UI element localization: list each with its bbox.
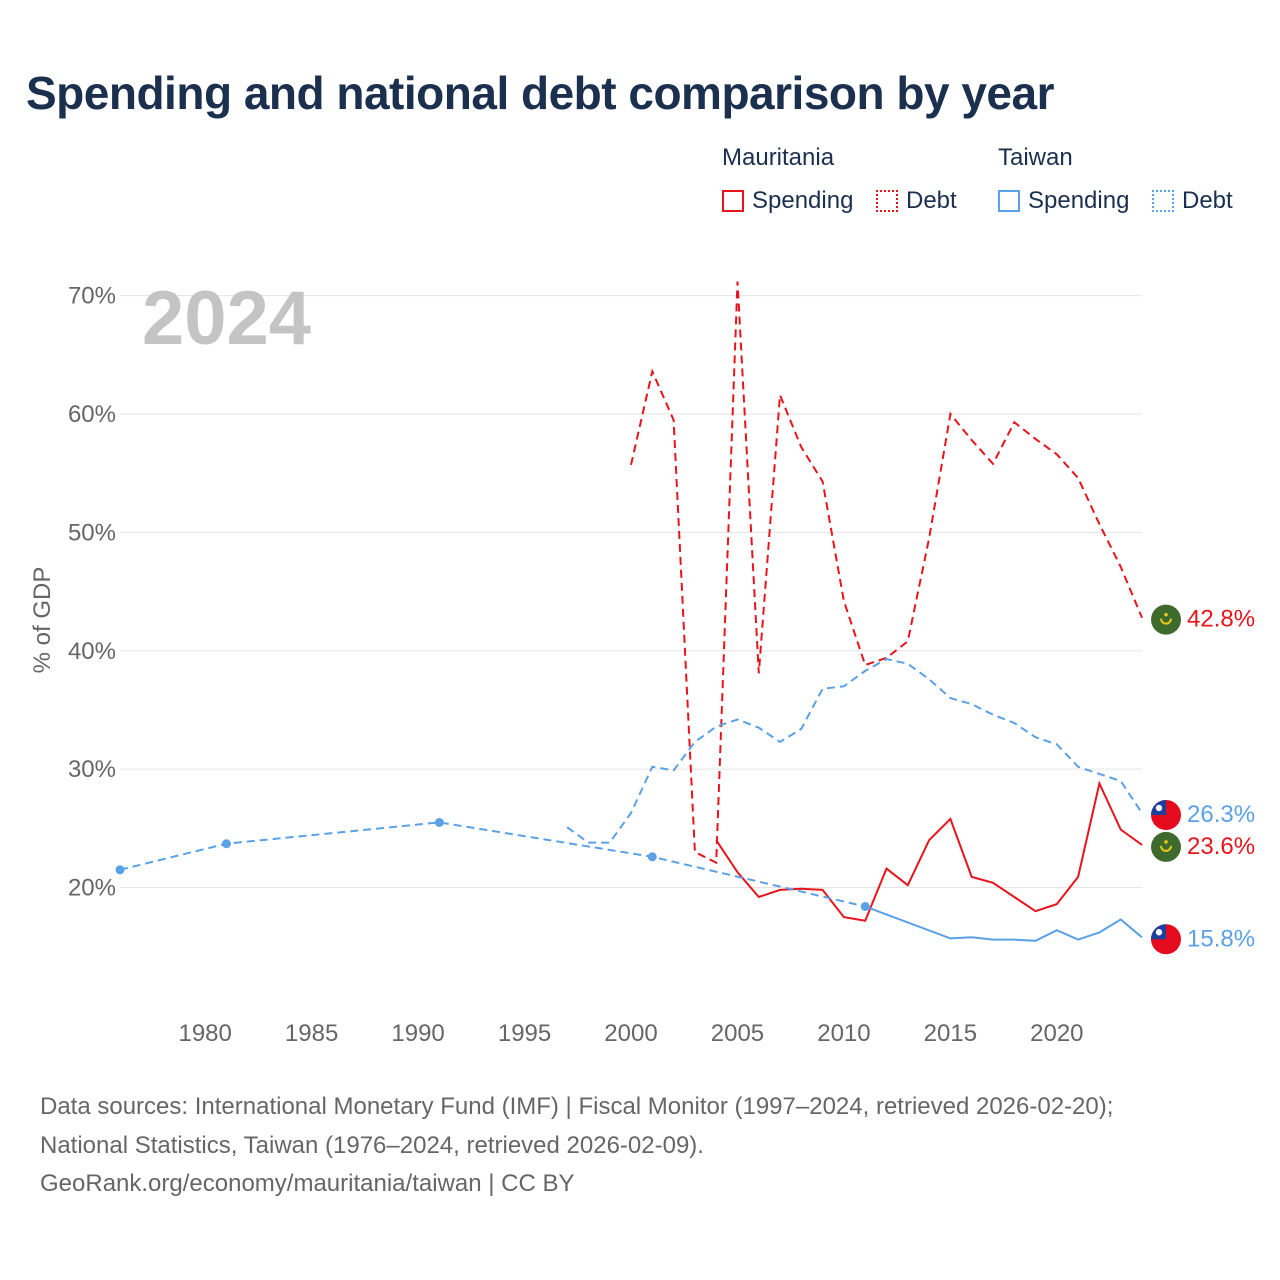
legend-label: Spending	[1028, 187, 1130, 214]
x-tick-label: 1980	[178, 1020, 231, 1047]
x-tick-label: 1995	[498, 1020, 551, 1047]
taiwan-flag-icon	[1151, 799, 1181, 830]
x-tick-label: 1990	[391, 1020, 444, 1047]
legend-label: Debt	[906, 187, 957, 214]
mauritania-debt-end-label: 42.8%	[1187, 606, 1255, 633]
taiwan-spending-point	[115, 865, 125, 875]
taiwan-spending-line	[864, 905, 1143, 942]
taiwan-debt-line	[566, 658, 1143, 844]
y-tick-label: 70%	[68, 283, 116, 310]
y-tick-label: 20%	[68, 875, 116, 902]
mauritania-flag-icon	[1151, 831, 1181, 862]
legend-swatch-solid-icon	[722, 190, 744, 212]
taiwan-spending-point	[860, 901, 870, 911]
taiwan-spending-point	[434, 817, 444, 827]
legend-country-taiwan: Taiwan	[998, 144, 1073, 171]
legend-label: Spending	[752, 187, 854, 214]
chart-title: Spending and national debt comparison by…	[26, 67, 1055, 119]
legend-swatch-solid-icon	[998, 190, 1020, 212]
x-tick-label: 2005	[711, 1020, 764, 1047]
mauritania-spending-line	[715, 780, 1143, 922]
y-tick-label: 60%	[68, 401, 116, 428]
x-tick-label: 2015	[924, 1020, 977, 1047]
x-tick-label: 2000	[604, 1020, 657, 1047]
chart-plot: 20% 30% 40% 50% 60% 70% 1980 1985 1990 1995 2000 20…	[29, 276, 1255, 1047]
year-watermark: 2024	[142, 276, 311, 361]
legend-swatch-dotted-icon	[876, 190, 898, 212]
footer-sources-line-2: National Statistics, Taiwan (1976–2024, …	[40, 1131, 704, 1159]
footer: Data sources: International Monetary Fun…	[40, 1088, 1113, 1204]
taiwan-spending-sparse-line	[119, 821, 866, 908]
mauritania-flag-icon	[1151, 604, 1181, 635]
footer-attribution[interactable]: GeoRank.org/economy/mauritania/taiwan | …	[40, 1170, 575, 1197]
mauritania-debt-line	[630, 281, 1143, 865]
x-tick-label: 1985	[285, 1020, 338, 1047]
x-tick-label: 2010	[817, 1020, 870, 1047]
legend-item-mauritania-spending[interactable]: Spending	[722, 187, 853, 215]
y-tick-label: 50%	[68, 519, 116, 546]
y-tick-label: 30%	[68, 756, 116, 783]
legend-item-mauritania-debt[interactable]: Debt	[876, 187, 957, 215]
legend-item-taiwan-debt[interactable]: Debt	[1152, 187, 1233, 215]
taiwan-spending-point	[647, 852, 657, 862]
taiwan-spending-point	[221, 839, 231, 849]
legend-item-taiwan-spending[interactable]: Spending	[998, 187, 1129, 215]
y-tick-label: 40%	[68, 638, 116, 665]
legend-country-mauritania: Mauritania	[722, 144, 835, 171]
legend-swatch-dotted-icon	[1152, 190, 1174, 212]
footer-sources-line-1: Data sources: International Monetary Fun…	[40, 1093, 1114, 1120]
taiwan-flag-icon	[1151, 924, 1181, 955]
legend-label: Debt	[1182, 187, 1233, 214]
taiwan-debt-end-label: 26.3%	[1187, 801, 1255, 828]
mauritania-spending-end-label: 23.6%	[1187, 833, 1255, 860]
taiwan-spending-end-label: 15.8%	[1187, 925, 1255, 952]
x-tick-label: 2020	[1030, 1020, 1083, 1047]
y-axis-label: % of GDP	[29, 567, 56, 674]
